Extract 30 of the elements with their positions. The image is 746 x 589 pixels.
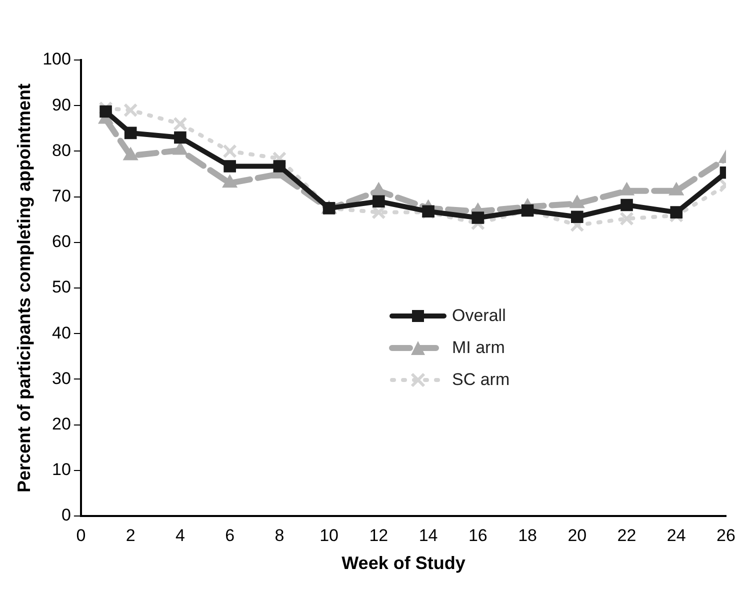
y-tick-label: 30 (52, 368, 71, 388)
y-tick-label: 90 (52, 95, 71, 114)
legend-label: SC arm (452, 370, 510, 390)
y-axis-title: Percent of participants completing appointment (14, 83, 34, 493)
x-tick-label: 22 (617, 526, 636, 545)
y-tick-label: 100 (42, 50, 71, 69)
x-tick-label: 12 (369, 526, 388, 545)
x-tick-label: 26 (716, 526, 736, 545)
x-tick-label: 18 (518, 526, 537, 545)
x-tick-label: 0 (76, 526, 86, 545)
x-tick-label: 14 (418, 526, 438, 545)
y-tick-label: 40 (52, 323, 71, 342)
legend-label: Overall (452, 306, 506, 326)
x-tick-label: 8 (274, 526, 284, 545)
x-tick-label: 16 (468, 526, 488, 545)
y-tick-label: 60 (52, 232, 71, 252)
x-tick-label: 20 (568, 526, 587, 545)
x-tick-label: 10 (320, 526, 339, 545)
y-tick-label: 20 (52, 414, 71, 434)
y-tick-label: 10 (52, 460, 71, 480)
y-tick-label: 80 (52, 140, 71, 160)
y-tick-label: 70 (52, 186, 71, 206)
x-tick-label: 24 (666, 526, 686, 545)
legend-label: MI arm (452, 338, 505, 358)
y-tick-label: 0 (61, 506, 71, 525)
x-tick-label: 4 (175, 526, 185, 545)
x-tick-label: 6 (225, 526, 235, 545)
x-tick-label: 2 (126, 526, 136, 545)
x-axis-title: Week of Study (342, 553, 466, 574)
y-tick-label: 50 (52, 278, 71, 297)
